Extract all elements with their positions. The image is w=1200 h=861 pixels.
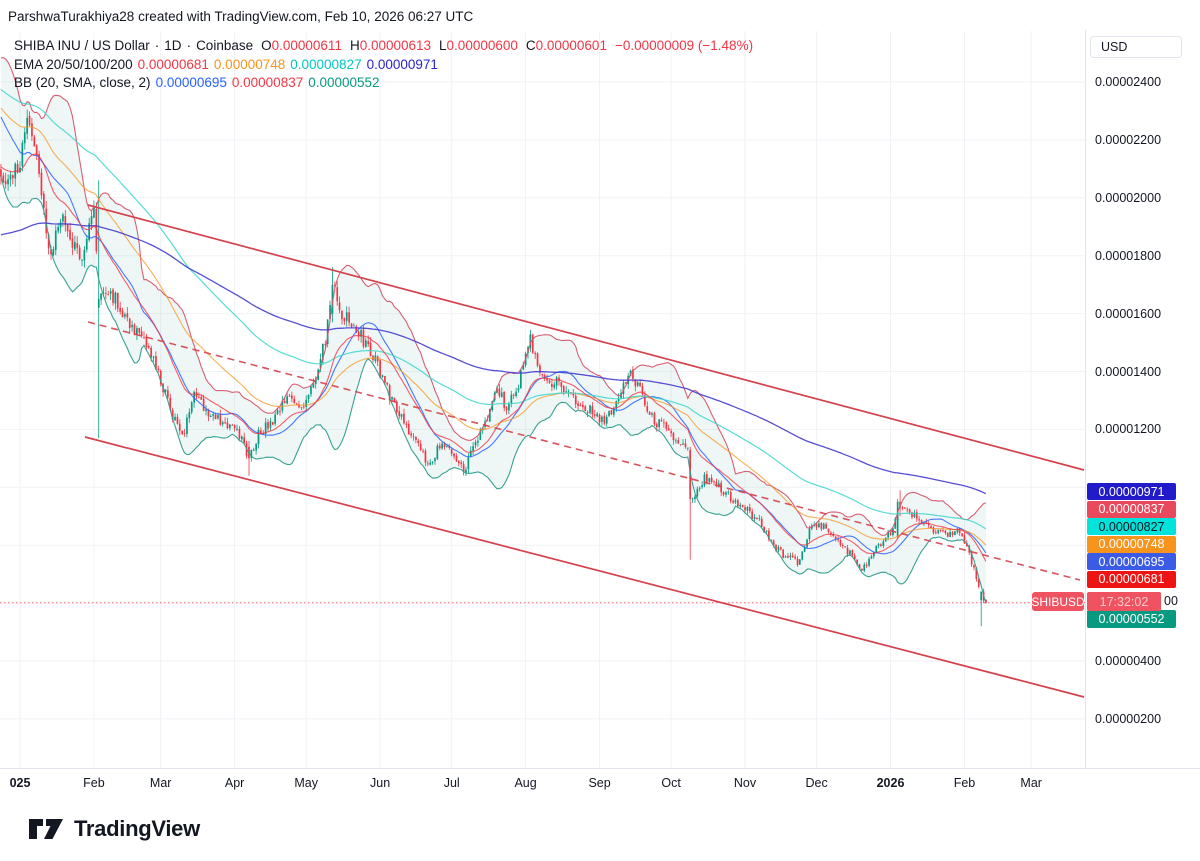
time-tick: Jun [370,776,391,790]
time-tick: Nov [733,776,757,790]
time-tick: Feb [83,776,105,790]
time-tick: Sep [588,776,611,790]
bb-label: BB (20, SMA, close, 2) [14,75,151,90]
time-tick: Jul [443,776,460,790]
price-badge: 0.00000695 [1087,553,1176,570]
symbol-title: SHIBA INU / US Dollar [14,38,150,53]
time-tick: Feb [953,776,976,790]
ema-values: 0.00000681 0.00000748 0.00000827 0.00000971 [133,57,438,72]
time-tick: 2026 [876,776,905,790]
ohlc-value: 0.00000613 [359,38,432,53]
bb-value: 0.00000552 [308,75,380,90]
footer-logo[interactable]: TradingView [28,812,200,846]
price-badge: 0.00000681 [1087,570,1176,588]
countdown-badge: 17:32:02 [1087,592,1161,611]
bb-upper-line [0,57,987,536]
bb-lower-line [0,175,987,604]
ema-value: 0.00000681 [137,56,209,72]
watermark-text: ParshwaTurakhiya28 created with TradingV… [8,9,474,24]
time-tick: Aug [514,776,537,790]
legend: SHIBA INU / US Dollar · 1D · Coinbase O0.0000… [14,37,753,93]
time-tick: Mar [1020,776,1042,790]
bb-value: 0.00000695 [155,75,227,90]
ema100-line [0,89,987,530]
channel-lower-line[interactable] [84,436,1085,698]
price-badge: 0.00000552 [1087,610,1176,628]
price-chart[interactable] [0,0,1085,768]
ema-value: 0.00000971 [366,56,438,72]
dashed-trendline[interactable] [87,321,1081,581]
ohlc-letter: H [349,38,360,53]
price-badge: 0.00000971 [1087,483,1176,500]
ohlc-values: O0.00000611 H0.00000613 L0.00000600 C0.0000… [253,38,607,53]
ohlc-value: 0.00000601 [535,38,607,53]
price-tick: 0.00000200 [1095,711,1162,726]
ema-value: 0.00000827 [290,56,362,72]
time-tick: Apr [224,776,245,790]
time-tick: Mar [149,776,172,790]
price-badge: 0.00000827 [1087,518,1176,535]
time-tick: Dec [805,776,828,790]
time-tick: May [294,776,318,790]
price-tick: 0.00002000 [1095,190,1162,205]
price-tick: 0.00001200 [1095,422,1162,437]
price-tick: 0.00001400 [1095,364,1162,379]
symbol-price-label: SHIBUSD [1031,592,1085,611]
price-tick: 0.00001800 [1095,248,1162,263]
time-axis[interactable]: 025 Feb Mar Apr May Jun Jul Aug Sep Oct Nov Dec 2026… [0,768,1200,802]
tradingview-logo-text: TradingView [74,816,200,841]
price-tick: 0.00002200 [1095,132,1162,147]
ohlc-letter: L [439,38,447,53]
ema50-line [0,107,987,546]
channel-upper-line[interactable] [87,204,1085,471]
change-value: −0.00000009 (−1.48%) [614,38,754,53]
chart-pane[interactable]: SHIBA INU / US Dollar · 1D · Coinbase O0.0000… [0,0,1085,768]
ema-label: EMA 20/50/100/200 [14,56,133,72]
price-label-tail: 00 [1164,594,1178,608]
bb-value: 0.00000837 [231,75,304,90]
ohlc-value: 0.00000600 [446,38,518,53]
separator-dot: · [154,38,160,53]
ohlc-letter: O [261,38,272,53]
separator-dot: · [186,38,192,53]
price-tick: 0.00001600 [1095,306,1162,321]
ema-value: 0.00000748 [213,56,286,72]
countdown-time: 17:32:02 [1099,594,1149,609]
bb-fill [0,57,986,604]
ohlc-value: 0.00000611 [271,38,342,53]
currency-button[interactable]: USD [1090,36,1182,58]
ohlc-letter: C [525,38,536,53]
price-badge: 0.00000837 [1087,500,1176,518]
exchange-label: Coinbase [196,38,254,53]
bb-basis-line [0,116,987,555]
price-badge: 0.00000748 [1087,535,1176,553]
legend-ema-row: EMA 20/50/100/200 0.00000681 0.00000748 0.0… [14,56,753,75]
legend-symbol-row: SHIBA INU / US Dollar · 1D · Coinbase O0.0000… [14,37,753,56]
ema20-line [0,153,987,562]
tradingview-logo-icon [29,819,63,839]
price-tick: 0.00002400 [1095,75,1162,89]
time-tick: 025 [9,776,31,790]
legend-bb-row: BB (20, SMA, close, 2) 0.00000695 0.000008… [14,74,753,93]
ema200-line [0,222,987,495]
time-tick: Oct [661,776,681,790]
bb-values: 0.00000695 0.00000837 0.00000552 [151,75,380,90]
price-tick: 0.00000400 [1095,654,1162,668]
interval-label: 1D [164,38,182,53]
watermark-strip: ParshwaTurakhiya28 created with TradingV… [0,0,1200,30]
price-axis[interactable]: USD 0.00002400 0.00002200 0.00002000 0.0000… [1085,0,1200,768]
